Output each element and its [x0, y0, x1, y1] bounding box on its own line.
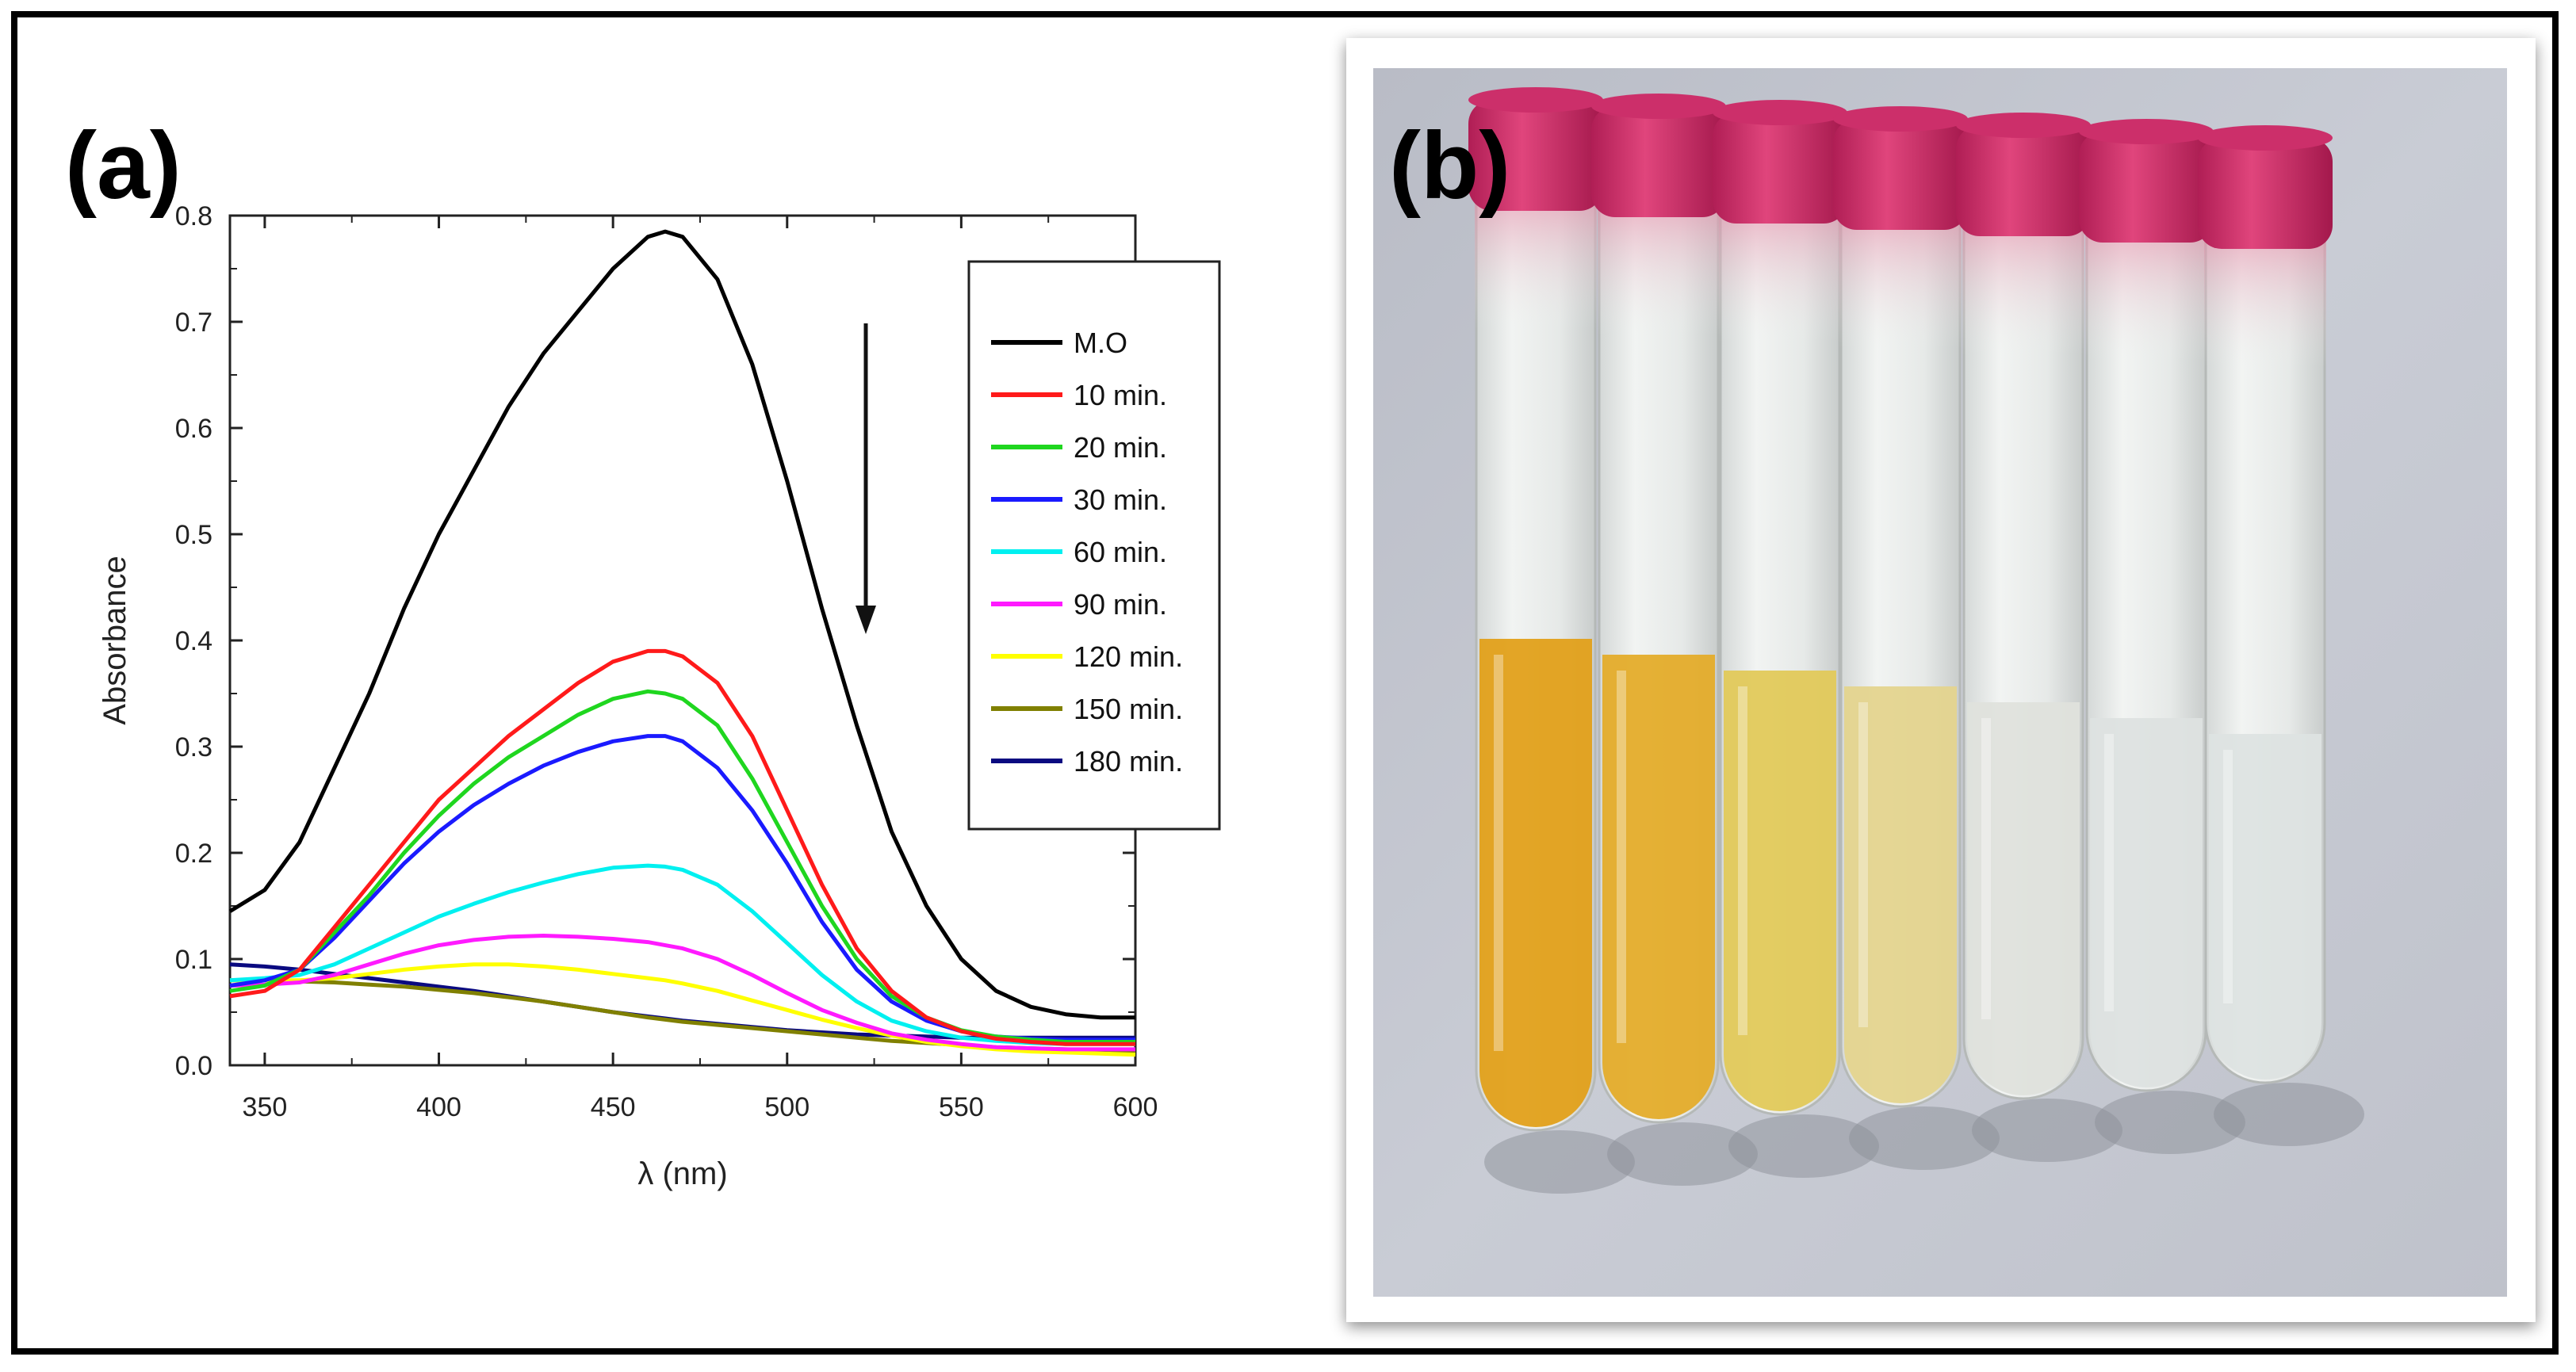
decrease-arrow-head [855, 606, 876, 634]
legend-entry-label: 150 min. [1074, 693, 1183, 725]
tube-highlight [1494, 655, 1503, 1051]
tube-shadow [2095, 1091, 2245, 1154]
tube-solution [2209, 734, 2321, 1080]
y-tick-label: 0.2 [175, 839, 212, 869]
tube-shadow [1972, 1099, 2122, 1162]
tube-highlight [1981, 718, 1991, 1019]
series-line-10-min [229, 648, 1135, 1046]
cap-top [1833, 106, 1968, 132]
legend-entry-label: 60 min. [1074, 536, 1167, 568]
x-axis-label: λ (nm) [637, 1156, 727, 1191]
tube-solution [1967, 702, 2080, 1095]
panel-a-label: (a) [65, 113, 182, 219]
x-tick-label: 500 [764, 1092, 810, 1122]
series-line-90-min [229, 934, 1135, 1052]
tube-highlight [1858, 702, 1868, 1027]
y-tick-label: 0.6 [175, 414, 212, 444]
legend-entry-label: 90 min. [1074, 588, 1167, 621]
legend-box [967, 260, 1221, 831]
tube-shadow [1728, 1114, 1879, 1178]
panel-b-label: (b) [1389, 113, 1511, 219]
y-tick-label: 0.5 [175, 520, 212, 550]
legend-entry-label: M.O [1074, 327, 1127, 359]
tube-shadow [2214, 1083, 2364, 1146]
cap-top [2198, 125, 2333, 151]
x-tick-label: 550 [939, 1092, 984, 1122]
figure-frame [11, 11, 2559, 1355]
series-line-60-min [229, 863, 1135, 1046]
tube-highlight [2104, 734, 2114, 1011]
y-tick-label: 0.8 [175, 201, 212, 231]
tube-highlight [2223, 750, 2233, 1003]
pink-cap [1713, 113, 1847, 224]
x-tick-label: 450 [591, 1092, 636, 1122]
y-tick-label: 0.3 [175, 732, 212, 762]
legend-entry-label: 10 min. [1074, 379, 1167, 411]
y-tick-label: 0.1 [175, 945, 212, 975]
x-tick-label: 400 [416, 1092, 461, 1122]
y-axis-label: Absorbance [98, 556, 132, 724]
y-tick-label: 0.7 [175, 308, 212, 338]
pink-cap [1468, 100, 1603, 211]
tube-solution [2090, 718, 2203, 1087]
cap-top [1468, 87, 1603, 113]
legend-entry-label: 20 min. [1074, 431, 1167, 464]
tube-highlight [1738, 686, 1747, 1035]
legend-entry-label: 180 min. [1074, 745, 1183, 778]
legend-entry-label: 30 min. [1074, 483, 1167, 516]
cap-top [1713, 100, 1847, 125]
x-tick-label: 350 [243, 1092, 288, 1122]
y-tick-label: 0.4 [175, 626, 212, 656]
series-line-m-o [228, 229, 1135, 1020]
absorbance-chart: 350 400 450 500 550 600 0.0 0.1 0.2 0.3 0.4 0.5 0.6 0… [98, 201, 1221, 1191]
tube-solution [1724, 671, 1836, 1111]
series-line-120-min [230, 962, 1136, 1057]
pink-cap [1591, 106, 1726, 217]
tube-shadow [1607, 1122, 1758, 1186]
pink-cap [2198, 138, 2333, 249]
cap-top [1591, 94, 1726, 119]
tube-solution [1602, 655, 1715, 1119]
cap-top [1956, 113, 2091, 138]
test-tubes-photo [1373, 68, 2507, 1297]
pink-cap [2079, 132, 2214, 243]
tube-solution [1479, 639, 1592, 1127]
tube-shadow [1484, 1130, 1635, 1194]
tube-highlight [1617, 671, 1626, 1043]
tube-solution [1844, 686, 1957, 1103]
y-tick-label: 0.0 [175, 1051, 212, 1081]
cap-top [2079, 119, 2214, 144]
x-tick-label: 600 [1113, 1092, 1158, 1122]
pink-cap [1956, 125, 2091, 236]
tube-shadow [1849, 1106, 2000, 1170]
legend-entry-label: 120 min. [1074, 640, 1183, 673]
pink-cap [1833, 119, 1968, 230]
